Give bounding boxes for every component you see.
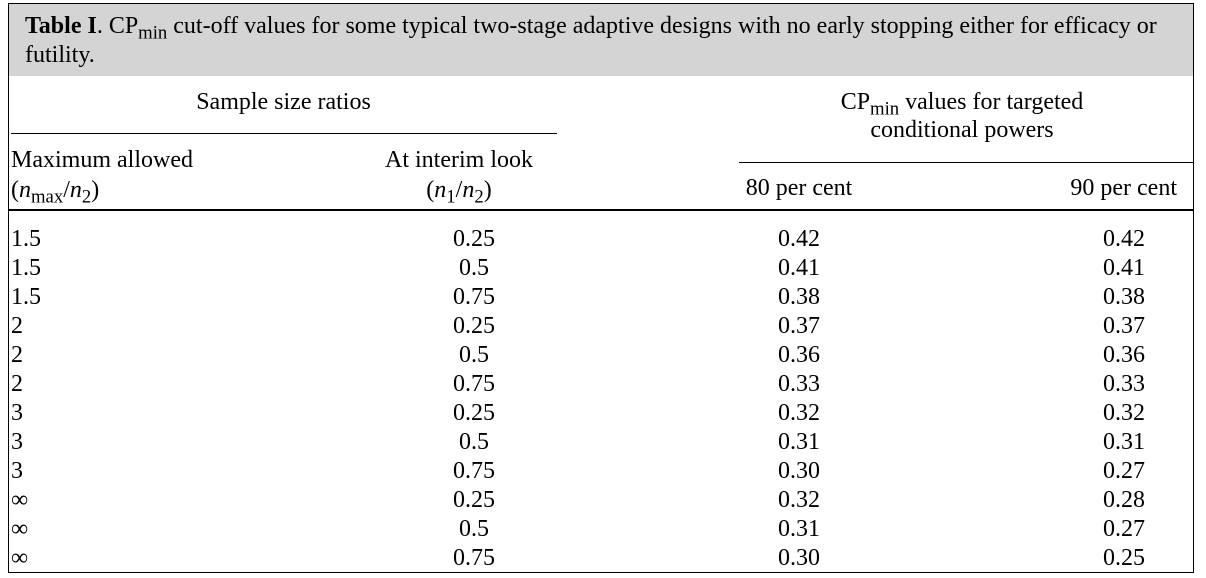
col-header-at-interim-look: At interim look — [385, 147, 533, 173]
cell-max-allowed: 1.5 — [11, 226, 41, 252]
cell-interim-look: 0.25 — [453, 400, 495, 426]
cp-text: CP — [840, 89, 871, 115]
cell-90-per-cent: 0.31 — [1103, 429, 1145, 455]
header-rule — [9, 209, 1193, 211]
cell-80-per-cent: 0.36 — [778, 342, 820, 368]
slash: / — [63, 177, 70, 203]
cell-80-per-cent: 0.42 — [778, 226, 820, 252]
cell-max-allowed: 3 — [11, 400, 23, 426]
cell-80-per-cent: 0.38 — [778, 284, 820, 310]
col-header-maximum-allowed: Maximum allowed — [11, 147, 193, 173]
cell-90-per-cent: 0.36 — [1103, 342, 1145, 368]
cell-90-per-cent: 0.33 — [1103, 371, 1145, 397]
cell-interim-look: 0.5 — [459, 516, 489, 542]
col-header-90-per-cent: 90 per cent — [1070, 175, 1177, 201]
cell-max-allowed: 1.5 — [11, 284, 41, 310]
cell-max-allowed: 3 — [11, 458, 23, 484]
subscript-1: 1 — [446, 186, 456, 208]
subscript-max: max — [31, 186, 64, 208]
cell-interim-look: 0.25 — [453, 487, 495, 513]
cell-max-allowed: 2 — [11, 342, 23, 368]
cell-interim-look: 0.5 — [459, 255, 489, 281]
table-frame: Table I. CPmin cut-off values for some t… — [8, 3, 1194, 573]
cell-90-per-cent: 0.42 — [1103, 226, 1145, 252]
cell-80-per-cent: 0.31 — [778, 429, 820, 455]
group-rule-left — [11, 133, 557, 134]
group-header-cp-line2: conditional powers — [870, 117, 1054, 143]
cell-90-per-cent: 0.32 — [1103, 400, 1145, 426]
cell-max-allowed: ∞ — [11, 545, 29, 571]
caption-subscript: min — [138, 22, 168, 44]
paren-close: ) — [91, 177, 100, 203]
paren-open: ( — [426, 177, 435, 203]
cell-interim-look: 0.75 — [453, 458, 495, 484]
cell-90-per-cent: 0.28 — [1103, 487, 1145, 513]
group-header-cp-line1: CPmin values for targeted — [739, 88, 1185, 118]
table-label: Table I — [25, 13, 97, 39]
cell-interim-look: 0.5 — [459, 342, 489, 368]
cell-interim-look: 0.75 — [453, 284, 495, 310]
paren-close: ) — [483, 177, 492, 203]
symbol-n: n — [19, 177, 31, 203]
cell-80-per-cent: 0.33 — [778, 371, 820, 397]
group-header-sample-size: Sample size ratios — [196, 89, 371, 115]
cell-90-per-cent: 0.27 — [1103, 458, 1145, 484]
cell-max-allowed: ∞ — [11, 487, 29, 513]
col-header-nmax-ratio: (nmax/n2) — [11, 176, 100, 206]
slash: / — [455, 177, 463, 203]
cell-interim-look: 0.5 — [459, 429, 489, 455]
subscript-2: 2 — [81, 186, 92, 208]
symbol-n: n — [462, 177, 475, 203]
caption-box: Table I. CPmin cut-off values for some t… — [9, 4, 1193, 76]
cell-80-per-cent: 0.37 — [778, 313, 820, 339]
cell-interim-look: 0.75 — [453, 545, 495, 571]
col-header-80-per-cent: 80 per cent — [745, 175, 853, 201]
table-caption: Table I. CPmin cut-off values for some t… — [25, 12, 1185, 70]
cell-80-per-cent: 0.32 — [778, 487, 820, 513]
cell-90-per-cent: 0.38 — [1103, 284, 1145, 310]
cell-interim-look: 0.25 — [453, 226, 495, 252]
subscript-2: 2 — [474, 186, 484, 208]
caption-text: cut-off values for some typical two-stag… — [25, 13, 1157, 68]
cell-80-per-cent: 0.31 — [778, 516, 820, 542]
cell-max-allowed: ∞ — [11, 516, 29, 542]
cell-interim-look: 0.75 — [453, 371, 495, 397]
symbol-n: n — [69, 177, 82, 203]
cell-80-per-cent: 0.30 — [778, 458, 820, 484]
cell-max-allowed: 2 — [11, 371, 23, 397]
cell-90-per-cent: 0.41 — [1103, 255, 1145, 281]
cell-90-per-cent: 0.27 — [1103, 516, 1145, 542]
cell-80-per-cent: 0.30 — [778, 545, 820, 571]
cell-interim-look: 0.25 — [453, 313, 495, 339]
cp-rest: values for targeted — [899, 89, 1084, 115]
caption-prefix: . CP — [96, 13, 139, 39]
cell-80-per-cent: 0.41 — [778, 255, 820, 281]
cell-90-per-cent: 0.25 — [1103, 545, 1145, 571]
symbol-n: n — [434, 177, 447, 203]
cell-max-allowed: 3 — [11, 429, 23, 455]
cell-max-allowed: 1.5 — [11, 255, 41, 281]
cell-90-per-cent: 0.37 — [1103, 313, 1145, 339]
group-rule-right — [739, 162, 1193, 163]
cp-subscript: min — [870, 98, 900, 120]
paren-open: ( — [11, 177, 19, 203]
cell-80-per-cent: 0.32 — [778, 400, 820, 426]
col-header-n1-ratio: (n1/n2) — [359, 176, 559, 206]
cell-max-allowed: 2 — [11, 313, 23, 339]
